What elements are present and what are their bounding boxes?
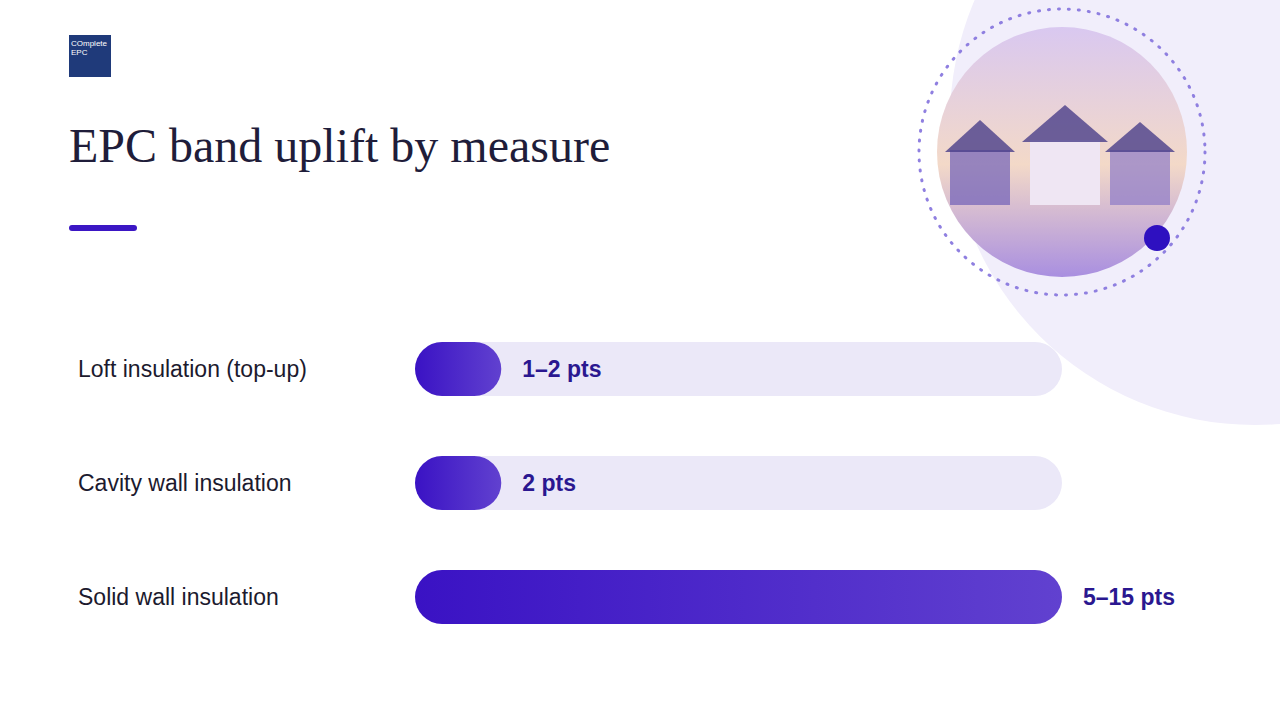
svg-text:1–2 pts: 1–2 pts (522, 356, 601, 382)
svg-text:Cavity wall insulation: Cavity wall insulation (78, 470, 291, 496)
svg-text:5–15 pts: 5–15 pts (1083, 584, 1175, 610)
svg-text:Solid wall insulation: Solid wall insulation (78, 584, 279, 610)
svg-text:Loft insulation (top-up): Loft insulation (top-up) (78, 356, 307, 382)
html-text:COmplete EPC: COmplete EPC (71, 39, 107, 57)
html-text:EPC band uplift by measure: EPC band uplift by measure (69, 119, 611, 172)
svg-text:2 pts: 2 pts (522, 470, 576, 496)
